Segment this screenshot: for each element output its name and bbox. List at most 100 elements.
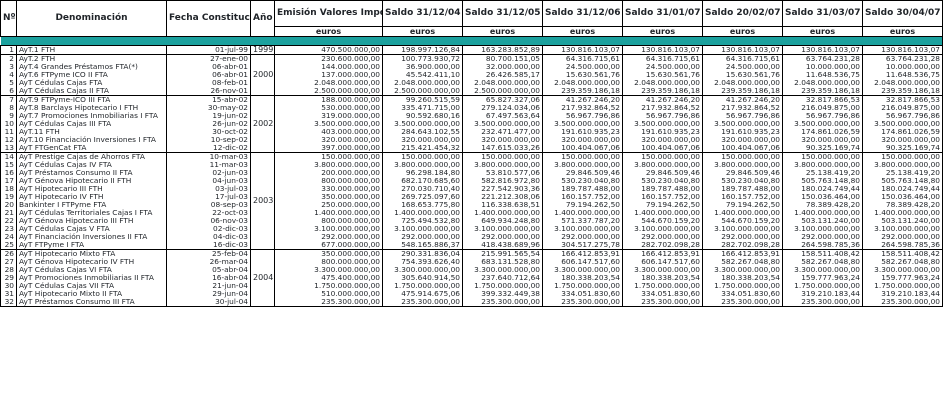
cell-saldo[interactable]: 754.393.626,40 (382, 258, 463, 266)
cell-saldo[interactable]: 582.267.048,80 (702, 258, 783, 266)
cell-saldo[interactable]: 1.400.000.000,00 (382, 209, 463, 217)
cell-saldo[interactable]: 64.316.715,61 (542, 54, 623, 63)
cell-saldo[interactable]: 221.212.308,06 (462, 193, 543, 201)
cell-saldo[interactable]: 160.157.752,00 (622, 193, 703, 201)
cell-saldo[interactable]: 150.036.464,00 (782, 193, 863, 201)
cell-denominacion[interactable]: AyT Cédulas Cajas VI FTA (16, 266, 167, 274)
cell-num[interactable]: 31 (0, 290, 17, 298)
header-fecha[interactable]: Fecha Constitución (166, 0, 251, 37)
cell-fecha[interactable]: 29-jun-04 (166, 290, 251, 298)
table-row[interactable]: 26 AyT Hipotecario Mixto FTA 25-feb-04 2004… (0, 249, 943, 307)
cell-saldo[interactable]: 191.610.935,23 (702, 128, 783, 136)
table-row[interactable]: 7 AyT.9 FTPyme-ICO III FTA 15-abr-02 2002 18… (0, 95, 943, 153)
cell-saldo[interactable]: 282.702.098,28 (702, 241, 783, 250)
cell-saldo[interactable]: 3.100.000.000,00 (622, 225, 703, 233)
cell-saldo[interactable]: 320.000.000,00 (462, 136, 543, 144)
cell-emision[interactable]: 350.000.000,00 (274, 249, 383, 258)
cell-saldo[interactable]: 683.131.528,80 (462, 258, 543, 266)
table-row[interactable]: 22 AyT Génova Hipotecario III FTH 06-nov-0… (0, 217, 943, 225)
cell-saldo[interactable]: 239.359.186,18 (702, 87, 783, 96)
cell-saldo[interactable]: 96.298.184,80 (382, 169, 463, 177)
cell-emision[interactable]: 200.000.000,00 (274, 169, 383, 177)
cell-num[interactable]: 8 (0, 104, 17, 112)
cell-saldo[interactable]: 29.846.509,46 (702, 169, 783, 177)
cell-saldo[interactable]: 168.653.775,80 (382, 201, 463, 209)
cell-saldo[interactable]: 189.787.488,00 (702, 185, 783, 193)
cell-emision[interactable]: 2.048.000.000,00 (274, 79, 383, 87)
table-row[interactable]: 19 AyT Hipotecario IV FTH 17-jul-03 350.000… (0, 193, 943, 201)
cell-emision[interactable]: 188.000.000,00 (274, 95, 383, 104)
cell-saldo[interactable]: 3.100.000.000,00 (862, 225, 943, 233)
cell-saldo[interactable]: 180.024.749,44 (782, 185, 863, 193)
cell-saldo[interactable]: 45.542.411,10 (382, 71, 463, 79)
cell-saldo[interactable]: 158.511.408,42 (862, 249, 943, 258)
cell-saldo[interactable]: 78.389.428,20 (782, 201, 863, 209)
cell-saldo[interactable]: 282.702.098,28 (622, 241, 703, 250)
cell-emision[interactable]: 144.000.000,00 (274, 63, 383, 71)
cell-saldo[interactable]: 725.494.532,80 (382, 217, 463, 225)
cell-saldo[interactable]: 100.404.067,06 (702, 144, 783, 153)
cell-saldo[interactable]: 2.048.000.000,00 (382, 79, 463, 87)
cell-emision[interactable]: 319.000.000,00 (274, 112, 383, 120)
cell-saldo[interactable]: 232.471.477,00 (462, 128, 543, 136)
header-saldo-5[interactable]: Saldo 20/02/07 (702, 0, 783, 27)
cell-saldo[interactable]: 11.648.536,75 (862, 71, 943, 79)
cell-denominacion[interactable]: AyT Cédulas Cajas III FTA (16, 120, 167, 128)
table-row[interactable]: 31 AyT Hipotecario Mixto II FTA 29-jun-04 5… (0, 290, 943, 298)
cell-saldo[interactable]: 100.404.067,06 (622, 144, 703, 153)
cell-saldo[interactable]: 2.048.000.000,00 (702, 79, 783, 87)
cell-denominacion[interactable]: AyT Prestige Cajas de Ahorros FTA (16, 152, 167, 161)
cell-saldo[interactable]: 3.300.000.000,00 (382, 266, 463, 274)
cell-saldo[interactable]: 189.787.488,00 (622, 185, 703, 193)
cell-num[interactable]: 28 (0, 266, 17, 274)
cell-saldo[interactable]: 649.934.248,80 (462, 217, 543, 225)
cell-fecha[interactable]: 16-abr-04 (166, 274, 251, 282)
cell-denominacion[interactable]: AyT Cédulas Territoriales Cajas I FTA (16, 209, 167, 217)
cell-saldo[interactable]: 239.359.186,18 (622, 87, 703, 96)
cell-saldo[interactable]: 198.997.126,84 (382, 45, 463, 55)
cell-fecha[interactable]: 06-abr-01 (166, 71, 251, 79)
cell-saldo[interactable]: 582.267.048,80 (782, 258, 863, 266)
cell-denominacion[interactable]: AyT.1 FTH (16, 45, 167, 55)
cell-emision[interactable]: 800.000.000,00 (274, 217, 383, 225)
cell-saldo[interactable]: 159.777.963,24 (862, 274, 943, 282)
cell-emision[interactable]: 330.000.000,00 (274, 185, 383, 193)
cell-saldo[interactable]: 3.300.000.000,00 (542, 266, 623, 274)
cell-saldo[interactable]: 1.750.000.000,00 (862, 282, 943, 290)
header-saldo-6[interactable]: Saldo 31/03/07 (782, 0, 863, 27)
cell-emision[interactable]: 350.000.000,00 (274, 193, 383, 201)
cell-saldo[interactable]: 3.500.000.000,00 (462, 120, 543, 128)
cell-saldo[interactable]: 99.260.515,59 (382, 95, 463, 104)
cell-denominacion[interactable]: AyT Génova Hipotecario IV FTH (16, 258, 167, 266)
header-anio[interactable]: Año (250, 0, 275, 37)
cell-num[interactable]: 14 (0, 152, 17, 161)
cell-saldo[interactable]: 163.283.852,89 (462, 45, 543, 55)
table-row[interactable]: 13 AyT FTGenCat FTA 12-dic-02 397.000.000,0… (0, 144, 943, 153)
table-row[interactable]: 5 AyT Cédulas Cajas FTA 08-feb-01 2.048.000… (0, 79, 943, 87)
cell-num[interactable]: 32 (0, 298, 17, 307)
cell-saldo[interactable]: 2.048.000.000,00 (862, 79, 943, 87)
cell-emision[interactable]: 677.000.000,00 (274, 241, 383, 250)
cell-emision[interactable]: 2.500.000.000,00 (274, 87, 383, 96)
cell-fecha[interactable]: 22-oct-03 (166, 209, 251, 217)
cell-saldo[interactable]: 36.900.000,00 (382, 63, 463, 71)
cell-saldo[interactable]: 150.000.000,00 (702, 152, 783, 161)
cell-saldo[interactable]: 582.816.972,80 (462, 177, 543, 185)
cell-saldo[interactable]: 1.400.000.000,00 (462, 209, 543, 217)
cell-fecha[interactable]: 27-ene-00 (166, 54, 251, 63)
cell-saldo[interactable]: 217.932.864,52 (622, 104, 703, 112)
cell-saldo[interactable]: 1.400.000.000,00 (702, 209, 783, 217)
cell-denominacion[interactable]: AyT Cédulas Cajas FTA (16, 79, 167, 87)
cell-emision[interactable]: 137.000.000,00 (274, 71, 383, 79)
cell-fecha[interactable]: 17-jul-03 (166, 193, 251, 201)
cell-saldo[interactable]: 292.000.000,00 (862, 233, 943, 241)
cell-emision[interactable]: 397.000.000,00 (274, 144, 383, 153)
cell-denominacion[interactable]: AyT Hipotecario III FTH (16, 185, 167, 193)
cell-saldo[interactable]: 24.500.000,00 (622, 63, 703, 71)
cell-saldo[interactable]: 3.300.000.000,00 (622, 266, 703, 274)
cell-saldo[interactable]: 180.338.203,54 (622, 274, 703, 282)
table-row[interactable]: 2 AyT.2 FTH 27-ene-00 2000 230.600.000,00 100… (0, 54, 943, 96)
cell-emision[interactable]: 800.000.000,00 (274, 177, 383, 185)
cell-fecha[interactable]: 06-nov-03 (166, 217, 251, 225)
cell-saldo[interactable]: 3.800.000.000,00 (702, 161, 783, 169)
